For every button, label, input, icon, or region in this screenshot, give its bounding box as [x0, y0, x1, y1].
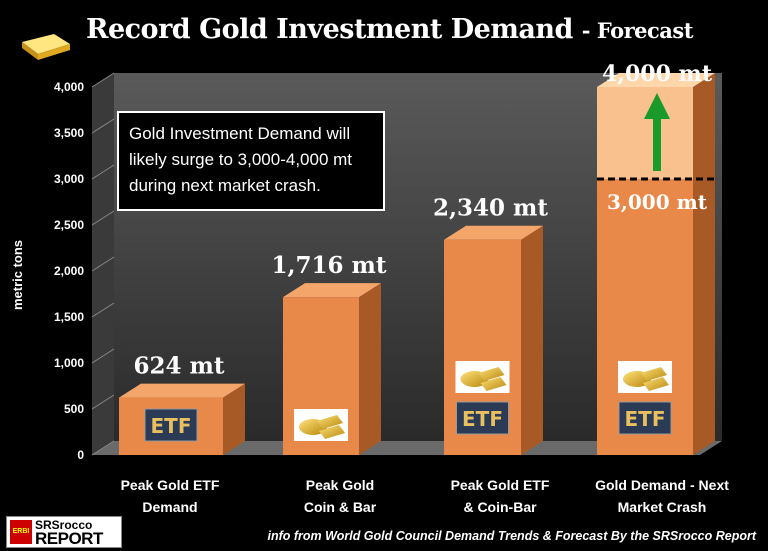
y-gridline: [91, 118, 115, 134]
bar-top: [119, 383, 245, 398]
bar-top: [444, 225, 543, 240]
bar-top: [597, 73, 715, 87]
logo-line1: SRSrocco: [35, 518, 93, 532]
category-label: & Coin-Bar: [463, 499, 537, 515]
y-gridline: [91, 210, 115, 226]
category-label: Peak Gold: [306, 477, 374, 493]
bar-side: [693, 73, 715, 455]
y-tick-label: 0: [77, 448, 84, 462]
etf-icon-label: ETF: [151, 414, 192, 438]
data-label: 3,000 mt: [607, 190, 708, 214]
category-label: Gold Demand - Next: [595, 477, 729, 493]
chart-floor: [92, 441, 722, 455]
gold-bar: [319, 425, 345, 439]
y-tick-label: 4,000: [54, 80, 84, 94]
gold-bar: [317, 415, 343, 429]
y-gridline: [91, 256, 115, 272]
data-label: 624 mt: [134, 353, 225, 380]
forecast-label: 4,000 mt: [602, 61, 713, 87]
annotation-box: Gold Investment Demand will likely surge…: [117, 111, 385, 211]
y-gridline: [91, 72, 115, 88]
bar-side: [521, 225, 543, 455]
y-tick-label: 2,000: [54, 264, 84, 278]
y-axis-label: metric tons: [10, 240, 25, 310]
y-tick-label: 500: [64, 402, 84, 416]
data-label: 1,716 mt: [272, 252, 387, 279]
y-gridline: [91, 164, 115, 180]
bar-group: 624 mt ETF Peak Gold ETF Demand: [119, 353, 245, 515]
etf-icon: [144, 408, 198, 442]
source-note: info from World Gold Council Demand Tren…: [267, 529, 756, 543]
y-gridline: [91, 348, 115, 364]
bar-forecast: [597, 87, 693, 179]
note-line: during next market crash.: [129, 176, 321, 195]
y-tick-label: 1,500: [54, 310, 84, 324]
data-label: 2,340 mt: [433, 195, 548, 222]
gold-bar-icon: [18, 28, 74, 65]
bar-group: 4,000 mt 3,000 mt ETF Gold Demand - Next Mar…: [595, 61, 729, 515]
title-sub: - Forecast: [581, 18, 694, 43]
category-label: Coin & Bar: [304, 499, 377, 515]
etf-icon-label: ETF: [625, 407, 666, 431]
chart-title: Record Gold Investment Demand - Forecast: [86, 14, 693, 45]
gold-bar: [480, 377, 507, 391]
category-label: Market Crash: [618, 499, 707, 515]
note-line: Gold Investment Demand will: [129, 124, 351, 143]
logo-line2: REPORT: [35, 529, 103, 548]
y-tick-label: 3,000: [54, 172, 84, 186]
up-arrow-icon: [653, 117, 661, 171]
etf-icon: [456, 401, 509, 435]
bar-group: 1,716 mt Peak Gold Coin & Bar: [272, 252, 387, 515]
logo-badge: ERBI: [10, 520, 32, 544]
note-line: likely surge to 3,000-4,000 mt: [129, 150, 353, 169]
category-label: Peak Gold ETF: [451, 477, 550, 493]
bar-top: [283, 283, 381, 298]
title-main: Record Gold Investment Demand: [86, 14, 573, 45]
category-label: Peak Gold ETF: [121, 477, 220, 493]
y-gridline: [91, 440, 115, 456]
y-gridline: [91, 302, 115, 318]
up-arrow-head: [644, 93, 670, 119]
y-gridline: [91, 394, 115, 410]
gold-bar: [478, 367, 505, 381]
etf-icon: [618, 401, 672, 435]
bar-group: 2,340 mt ETF Peak Gold ETF & Coin-Bar: [433, 195, 550, 515]
y-tick-label: 1,000: [54, 356, 84, 370]
y-tick-label: 2,500: [54, 218, 84, 232]
bar-side: [223, 383, 245, 455]
y-tick-label: 3,500: [54, 126, 84, 140]
category-label: Demand: [142, 499, 197, 515]
gold-bar: [643, 377, 669, 391]
bar-side: [359, 283, 381, 455]
gold-bar: [641, 367, 667, 381]
etf-icon-label: ETF: [462, 407, 503, 431]
srsrocco-logo: ERBI SRSrocco REPORT: [6, 516, 122, 548]
